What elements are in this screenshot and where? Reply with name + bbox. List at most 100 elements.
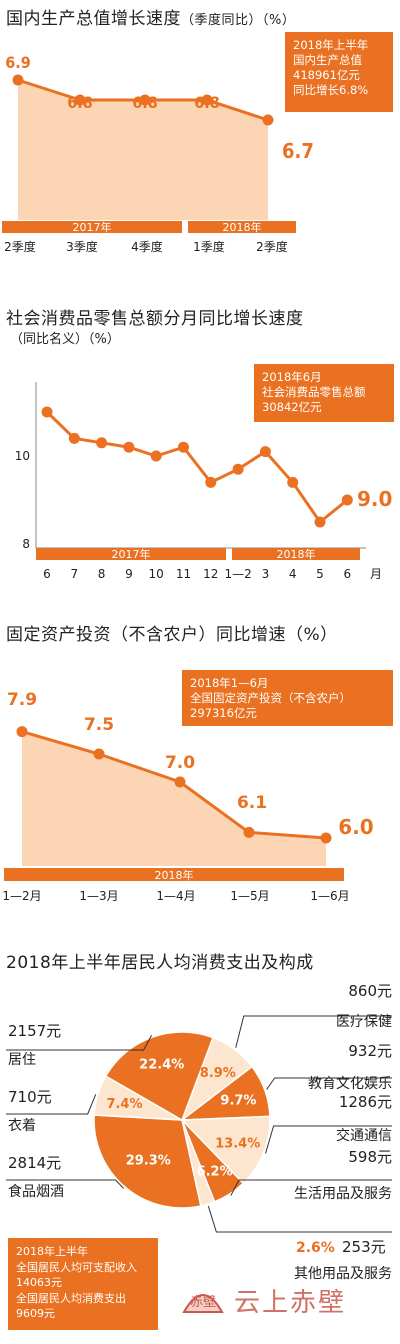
pie-name-label: 衣着 xyxy=(8,1118,36,1134)
income-note-box: 2018年上半年 全国居民人均可支配收入 14063元 全国居民人均消费支出 9… xyxy=(8,1238,158,1330)
pie-amount-label: 598元 xyxy=(348,1148,392,1166)
income-note-line: 14063元 xyxy=(16,1276,62,1289)
retail-unit: （同比名义）（%） xyxy=(10,332,120,347)
pie-percent-label: 7.4% xyxy=(106,1097,142,1112)
retail-group-bar xyxy=(36,548,226,560)
pie-name-label: 交通通信 xyxy=(336,1127,392,1144)
gdp-note-box: 2018年上半年 国内生产总值 418961亿元 同比增长6.8% xyxy=(285,32,393,112)
retail-group-label: 2018年 xyxy=(277,547,316,561)
gdp-value-label: 6.7 xyxy=(282,139,314,163)
retail-note-line: 社会消费品零售总额 xyxy=(262,385,366,399)
retail-group-label: 2017年 xyxy=(112,547,151,561)
retail-point xyxy=(341,494,353,506)
seal-logo: 赤壁 xyxy=(178,1272,228,1322)
pie-amount-label: 710元 xyxy=(8,1088,52,1106)
invest-group-bar xyxy=(4,868,344,881)
gdp-unit: （季度同比）（%） xyxy=(181,13,296,28)
retail-last-value: 9.0 xyxy=(357,487,392,511)
gdp-group-label: 2018年 xyxy=(223,220,262,234)
pie-percent-label: 22.4% xyxy=(139,1058,184,1073)
retail-point xyxy=(314,516,326,528)
retail-category-label: 5 xyxy=(316,567,324,581)
gdp-category-label: 2季度 xyxy=(4,239,36,254)
invest-note-line: 297316亿元 xyxy=(190,706,257,720)
retail-category-label: 12 xyxy=(203,567,218,581)
pie-name-label: 居住 xyxy=(8,1052,36,1068)
retail-category-label: 4 xyxy=(289,567,297,581)
retail-point xyxy=(68,432,80,444)
retail-chart: 10 8 9.0 2017年 2018年 6 7 8 9 10 11 12 1—2 3 4 5 6 月 xyxy=(15,382,392,581)
retail-month-unit: 月 xyxy=(370,567,382,581)
gdp-value-label: 6.8 xyxy=(67,93,93,112)
retail-category-label: 9 xyxy=(125,567,133,581)
gdp-title: 国内生产总值增长速度（季度同比）（%） xyxy=(6,4,295,29)
retail-point xyxy=(150,450,162,462)
gdp-category-label: 2季度 xyxy=(256,239,288,254)
gdp-point xyxy=(139,94,151,106)
retail-point xyxy=(259,446,271,458)
pie-amount-label: 860元 xyxy=(348,982,392,1000)
pie-slice xyxy=(180,1115,271,1185)
pie-percent-label: 2.6% xyxy=(296,1240,335,1256)
retail-group-bar xyxy=(232,548,360,560)
gdp-note-line: 同比增长6.8% xyxy=(293,83,369,97)
retail-category-label: 6 xyxy=(343,567,351,581)
pie-title: 2018年上半年居民人均消费支出及构成 xyxy=(6,953,314,973)
invest-category-label: 1—6月 xyxy=(310,889,349,903)
gdp-value-label: 6.8 xyxy=(132,93,158,112)
retail-category-label: 7 xyxy=(70,567,78,581)
invest-point xyxy=(93,748,105,760)
retail-point xyxy=(205,476,217,488)
gdp-point xyxy=(12,74,24,86)
gdp-category-label: 3季度 xyxy=(66,239,98,254)
pie-amount-label: 2814元 xyxy=(8,1154,61,1172)
retail-ytick-label: 10 xyxy=(15,449,30,463)
retail-point xyxy=(96,437,108,449)
pie-percent-label: 6.2% xyxy=(197,1164,233,1179)
invest-point xyxy=(243,826,255,838)
pie-amount-label: 1286元 xyxy=(339,1093,392,1111)
pie-leader-line xyxy=(235,1015,392,1048)
retail-point xyxy=(123,441,135,453)
pie-leader-line xyxy=(6,1035,153,1051)
pie-leader-line xyxy=(207,1205,392,1233)
retail-point xyxy=(287,476,299,488)
pie-percent-label: 13.4% xyxy=(215,1136,260,1151)
invest-value-label: 7.5 xyxy=(84,715,114,735)
retail-point xyxy=(41,406,53,418)
retail-category-label: 1—2 xyxy=(224,567,251,581)
pie-name-label: 生活用品及服务 xyxy=(294,1186,392,1202)
income-note-line: 2018年上半年 xyxy=(16,1245,88,1258)
gdp-category-label: 4季度 xyxy=(131,239,163,254)
pie-amount-label: 932元 xyxy=(348,1042,392,1060)
invest-point xyxy=(320,832,332,844)
pie-percent-label: 29.3% xyxy=(126,1154,171,1169)
retail-note-line: 2018年6月 xyxy=(262,370,322,384)
pie-name-label: 食品烟酒 xyxy=(8,1183,64,1200)
gdp-title-text: 国内生产总值增长速度 xyxy=(6,9,181,29)
invest-category-label: 1—5月 xyxy=(230,889,269,903)
gdp-value-label: 6.8 xyxy=(194,93,220,112)
pie-name-label: 其他用品及服务 xyxy=(294,1266,392,1282)
pie-percent-label: 9.7% xyxy=(220,1094,256,1109)
retail-category-label: 11 xyxy=(176,567,191,581)
retail-category-label: 10 xyxy=(149,567,164,581)
invest-note-line: 全国固定资产投资（不含农户） xyxy=(190,691,351,705)
invest-category-label: 1—2月 xyxy=(2,889,41,903)
pie-slice xyxy=(93,1114,202,1209)
gdp-point xyxy=(262,114,274,126)
retail-title: 社会消费品零售总额分月同比增长速度 xyxy=(6,309,304,329)
invest-chart: 7.9 7.5 7.0 6.1 6.0 2018年 1—2月 1—3月 1—4月 1—5月 1—6月 xyxy=(2,690,373,903)
pie-name-label: 教育文化娱乐 xyxy=(308,1076,392,1092)
invest-note-box: 2018年1—6月 全国固定资产投资（不含农户） 297316亿元 xyxy=(182,670,393,726)
retail-point xyxy=(178,441,189,453)
gdp-note-line: 418961亿元 xyxy=(293,68,360,82)
pie-leader-line xyxy=(6,1179,124,1189)
invest-point xyxy=(16,726,28,738)
invest-value-label: 6.0 xyxy=(338,815,373,839)
pie-leader-line xyxy=(230,1179,392,1196)
retail-category-label: 3 xyxy=(262,567,270,581)
retail-category-label: 6 xyxy=(43,567,51,581)
invest-value-label: 7.0 xyxy=(165,753,195,773)
gdp-area xyxy=(18,80,268,220)
